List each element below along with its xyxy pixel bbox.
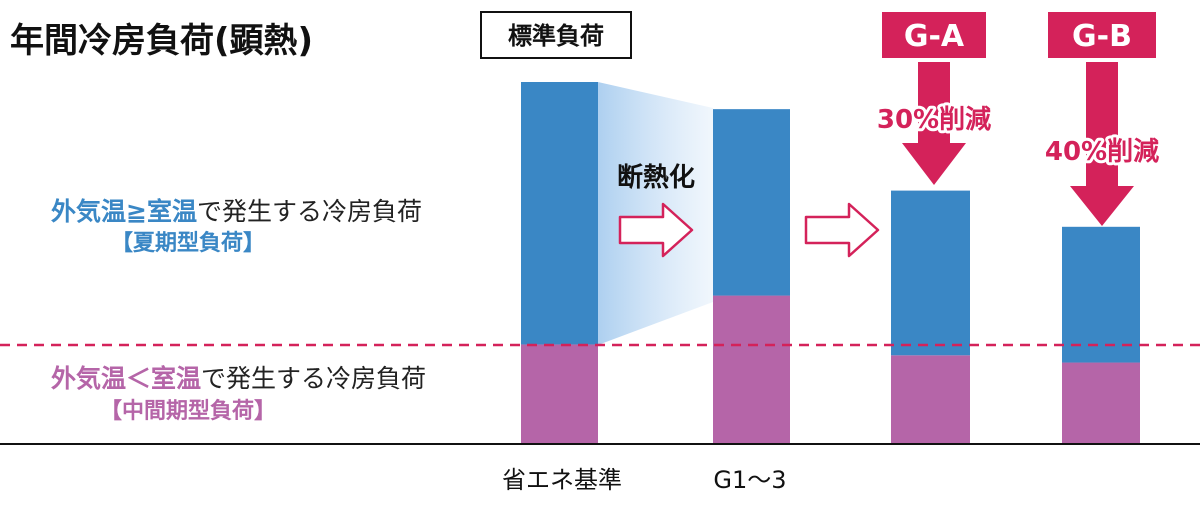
reduction-arrow-gb-icon <box>1070 62 1134 226</box>
header-ga-label: G-A <box>904 19 965 54</box>
reduction-label-ga: 30%削減 <box>877 105 991 135</box>
bar-summer-load-2 <box>713 109 790 296</box>
reduction-label-gb: 40%削減 <box>1045 137 1159 167</box>
bar-summer-load-1 <box>521 82 598 345</box>
bar-mid-load-1 <box>521 344 598 444</box>
legend-mid-head: 外気温＜室温 <box>51 364 201 393</box>
insulation-label: 断熱化 <box>617 162 695 193</box>
bar-mid-load-4 <box>1062 362 1140 444</box>
legend-summer-label: 外気温≧室温で発生する冷房負荷 <box>51 197 422 226</box>
header-box-ga <box>882 12 986 58</box>
header-standard-label: 標準負荷 <box>508 22 604 50</box>
header-gb-label: G-B <box>1072 19 1132 54</box>
legend-mid-label: 外気温＜室温で発生する冷房負荷 <box>51 364 426 393</box>
step-arrow-icon <box>804 202 880 258</box>
legend-mid-bracket: 【中間期型負荷】 <box>100 398 276 424</box>
bar-summer-load-4 <box>1062 226 1140 363</box>
legend-mid-tail: で発生する冷房負荷 <box>201 364 426 393</box>
x-label-g13: G1〜3 <box>713 466 786 494</box>
header-box-gb <box>1048 12 1156 58</box>
chart-title: 年間冷房負荷(顕熱) <box>10 21 313 61</box>
bar-summer-load-3 <box>891 190 970 356</box>
bars-group <box>521 82 1140 444</box>
legend-summer-head: 外気温≧室温 <box>51 197 197 226</box>
reduction-arrow-ga-icon <box>902 62 966 185</box>
insulation-gradient <box>598 82 713 345</box>
legend-summer-tail: で発生する冷房負荷 <box>197 197 422 226</box>
bar-mid-load-3 <box>891 355 970 444</box>
header-box-standard <box>480 11 632 59</box>
legend-summer-bracket: 【夏期型負荷】 <box>111 230 265 256</box>
insulation-arrow-icon <box>618 202 694 258</box>
x-label-standard: 省エネ基準 <box>502 466 622 494</box>
bar-mid-load-2 <box>713 295 790 444</box>
